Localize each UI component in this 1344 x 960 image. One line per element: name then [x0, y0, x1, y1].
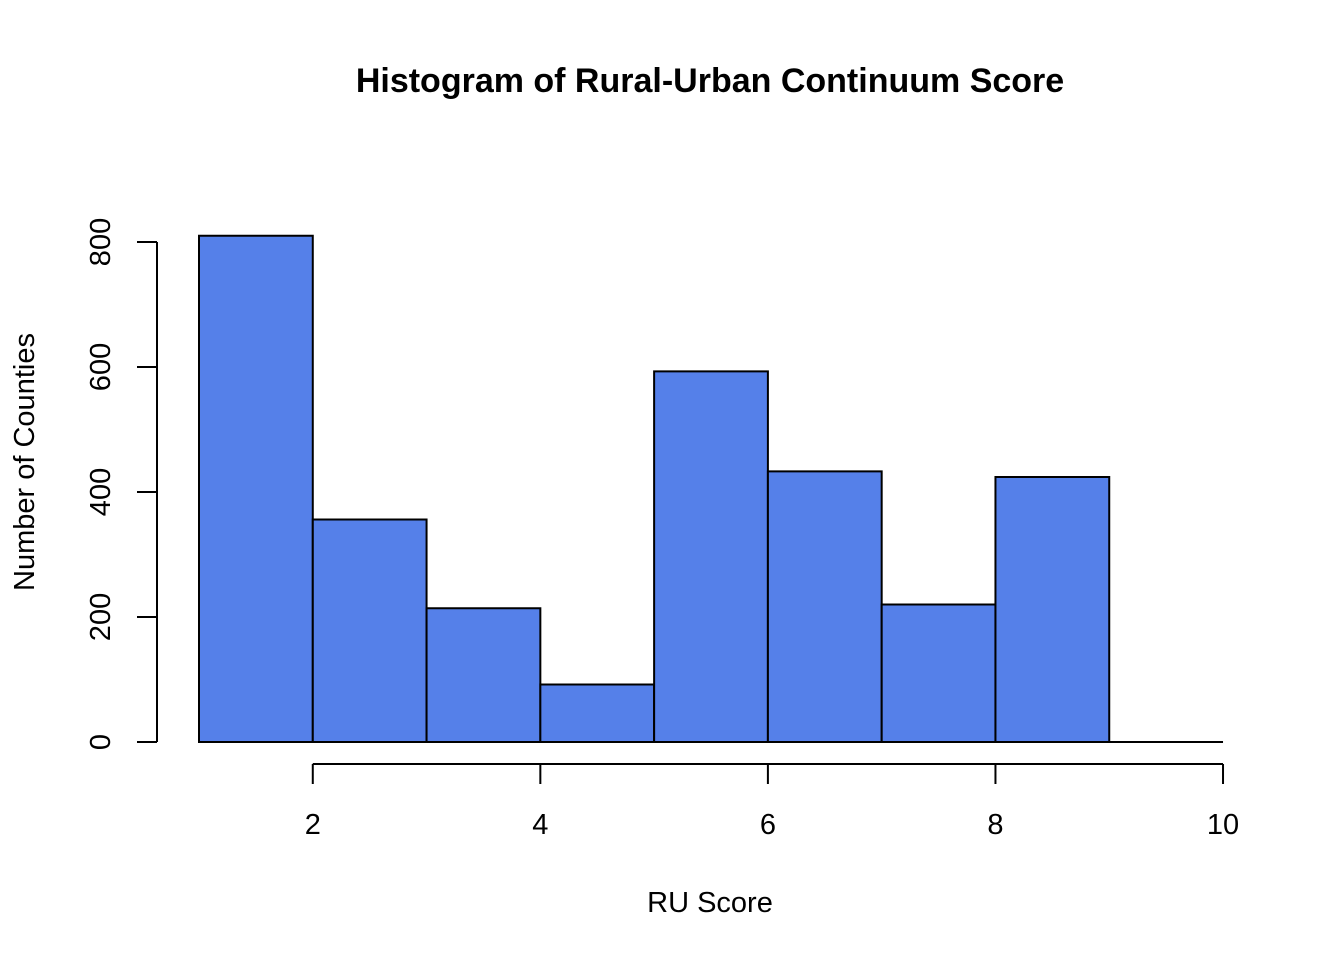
- x-axis: 2 4 6 8 10: [305, 763, 1239, 841]
- x-tick-label: 8: [987, 809, 1003, 841]
- histogram-bar: [653, 370, 769, 743]
- histogram-bar: [425, 607, 542, 743]
- histogram-bar: [766, 470, 883, 743]
- histogram-bar: [198, 234, 314, 743]
- x-tick-label: 4: [532, 809, 548, 841]
- x-tick-label: 2: [305, 809, 321, 841]
- x-tick-label: 10: [1207, 809, 1239, 841]
- histogram-bar: [880, 603, 997, 743]
- y-tick-label: 400: [85, 468, 117, 516]
- bars-group: [198, 234, 1224, 743]
- x-axis-label: RU Score: [647, 887, 773, 919]
- y-axis-label: Number of Counties: [9, 333, 41, 591]
- x-tick-label: 6: [760, 809, 776, 841]
- chart-title: Histogram of Rural-Urban Continuum Score: [356, 62, 1064, 100]
- histogram-bar: [311, 518, 428, 743]
- y-axis: 0 200 400 600 800: [85, 218, 158, 750]
- histogram-bar: [994, 476, 1111, 743]
- histogram-bar: [539, 683, 656, 743]
- y-tick-label: 0: [85, 734, 117, 750]
- y-tick-label: 600: [85, 343, 117, 391]
- y-tick-label: 800: [85, 218, 117, 266]
- y-tick-label: 200: [85, 593, 117, 641]
